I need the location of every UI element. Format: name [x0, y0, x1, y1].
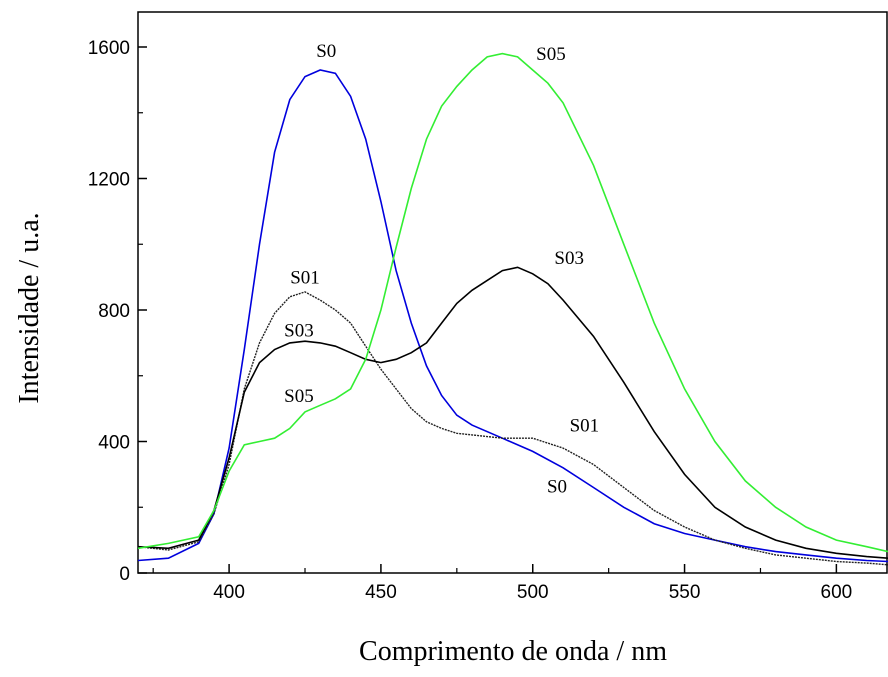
series-label: S01	[570, 416, 600, 437]
series-label: S03	[284, 320, 314, 341]
plot-frame-group	[137, 11, 888, 574]
y-tick-label: 0	[119, 564, 130, 585]
series-line-s01	[137, 291, 888, 566]
y-tick-label: 800	[98, 301, 130, 322]
y-tick-label: 400	[98, 433, 130, 454]
y-tick-label: 1600	[88, 38, 130, 59]
tick-group: 400 450 500 550 600 0 400 800 1200 1600	[88, 38, 853, 603]
series-label: S01	[290, 268, 320, 289]
plot-frame	[137, 11, 888, 574]
series-line-s05	[137, 52, 888, 553]
y-axis-title: Intensidade / u.a.	[14, 212, 45, 403]
x-tick-label: 550	[669, 582, 701, 603]
y-tick-label: 1200	[88, 170, 130, 191]
series-line-s03	[137, 266, 888, 559]
x-tick-label: 600	[821, 582, 853, 603]
series-label: S05	[284, 386, 314, 407]
x-axis-title: Comprimento de onda / nm	[359, 636, 667, 667]
series-label: S05	[536, 44, 566, 65]
series-label: S0	[547, 476, 567, 497]
series-label: S0	[316, 41, 336, 62]
x-tick-label: 400	[213, 582, 245, 603]
x-tick-label: 500	[517, 582, 549, 603]
series-line-s0	[137, 69, 888, 563]
series-label-group: S0 S05 S03 S01 S03 S05 S01 S0	[284, 41, 599, 498]
x-tick-label: 450	[365, 582, 397, 603]
series-label: S03	[554, 248, 584, 269]
series-group	[137, 52, 888, 566]
